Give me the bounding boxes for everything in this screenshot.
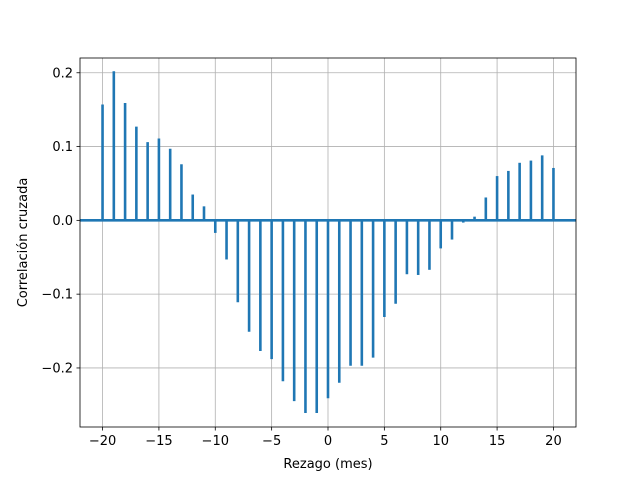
x-tick-label: 20 — [545, 434, 562, 449]
y-tick-label: 0.0 — [52, 214, 73, 229]
y-tick-label: 0.2 — [52, 66, 73, 81]
stem-series — [101, 71, 555, 413]
axis-ticks: −20 −15 −10 −5 0 5 10 15 20 −0.2 −0.1 0.0 0.1 0.2 — [41, 66, 561, 449]
x-tick-label: −15 — [145, 434, 172, 449]
x-tick-label: 0 — [324, 434, 332, 449]
x-tick-label: 5 — [380, 434, 388, 449]
x-tick-label: 10 — [432, 434, 449, 449]
x-tick-label: −5 — [262, 434, 281, 449]
y-axis-label: Correlación cruzada — [16, 178, 31, 308]
y-tick-label: −0.1 — [41, 288, 73, 303]
x-tick-label: 15 — [489, 434, 506, 449]
y-tick-label: −0.2 — [41, 361, 73, 376]
y-tick-label: 0.1 — [52, 140, 73, 155]
x-tick-label: −20 — [89, 434, 116, 449]
x-axis-label: Rezago (mes) — [283, 457, 372, 472]
x-tick-label: −10 — [202, 434, 229, 449]
